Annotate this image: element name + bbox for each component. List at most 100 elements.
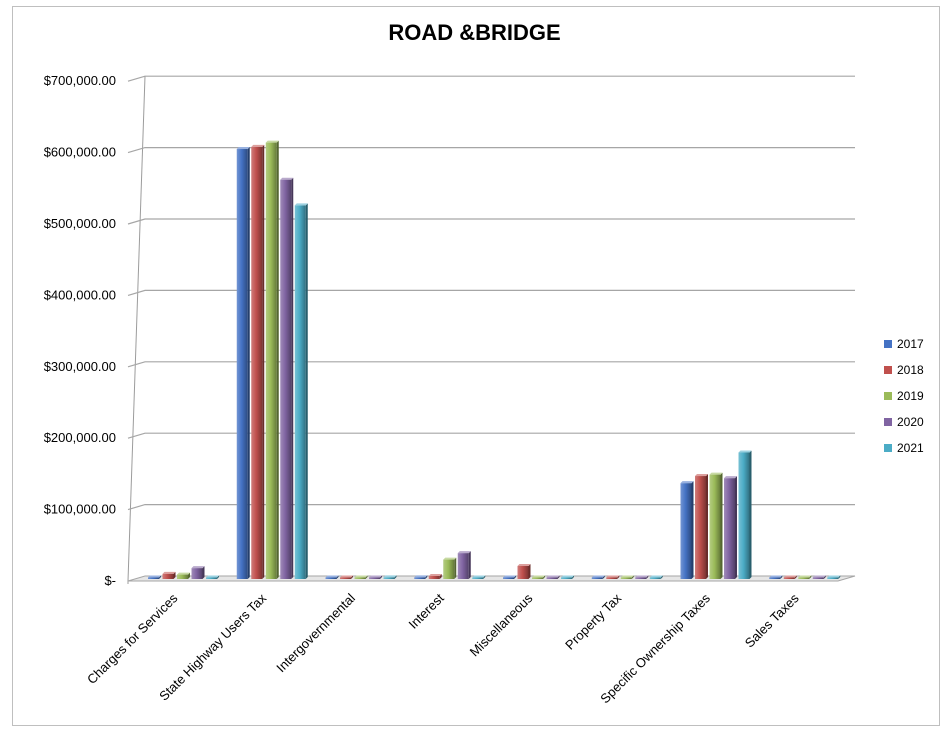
x-tick-label: Charges for Services [84, 590, 181, 687]
bar-top [635, 575, 649, 578]
legend-label: 2019 [897, 389, 924, 403]
bar-top [354, 575, 368, 578]
bar-side [838, 575, 841, 579]
bar-top [680, 481, 694, 484]
bar-2020-3 [457, 553, 469, 579]
chart-floor [127, 575, 856, 582]
x-tick-label: Miscellaneous [467, 590, 536, 659]
gridline [127, 432, 855, 439]
bar-side [188, 572, 190, 579]
chart-title: ROAD &BRIDGE [388, 20, 561, 45]
bar-2017-2 [325, 577, 337, 579]
legend-label: 2018 [897, 363, 924, 377]
bar-side [291, 177, 294, 579]
bar-top [517, 564, 531, 567]
bar-top [561, 575, 574, 578]
bar-side [365, 575, 368, 579]
bar-side [557, 575, 560, 579]
x-tick-label: Property Tax [562, 590, 624, 652]
bar-2018-2 [340, 577, 351, 579]
gridline [127, 218, 855, 225]
x-tick-label: Intergovernmental [273, 590, 358, 675]
bar-top [620, 575, 634, 578]
bar-side [572, 575, 574, 579]
bar-side [262, 144, 265, 579]
gridline [127, 75, 855, 82]
bar-2018-1 [251, 146, 263, 579]
bar-2019-6 [709, 474, 721, 579]
bar-top [177, 572, 190, 575]
bar-side [631, 575, 634, 579]
bar-2021-6 [738, 452, 750, 579]
bar-side [528, 564, 531, 579]
bar-top [148, 575, 161, 578]
bar-2021-5 [649, 577, 661, 579]
bar-side [305, 203, 308, 579]
bar-side [454, 557, 457, 579]
bar-2019-7 [798, 577, 810, 579]
bar-2021-2 [383, 577, 395, 579]
bar-2019-4 [532, 577, 543, 579]
bar-side [468, 551, 471, 579]
bar-2021-3 [472, 577, 484, 579]
y-tick-label: $100,000.00 [44, 502, 116, 517]
bar-2018-4 [517, 566, 529, 579]
bar-2021-4 [561, 577, 572, 579]
bar-top [812, 575, 826, 578]
bar-side [483, 575, 486, 579]
bar-top [649, 575, 663, 578]
y-tick-label: $600,000.00 [44, 145, 116, 160]
bar-side [351, 575, 353, 579]
bar-top [206, 575, 219, 578]
bar-top [472, 575, 486, 578]
bar-side [780, 575, 783, 579]
bar-top [738, 450, 752, 453]
bar-2020-5 [635, 577, 647, 579]
bar-top [294, 203, 308, 206]
bar-side [202, 566, 205, 579]
y-tick-label: $300,000.00 [44, 359, 116, 374]
bar-2021-0 [206, 577, 217, 579]
bar-2020-6 [724, 478, 735, 579]
bar-top [414, 575, 428, 578]
bar-top [340, 575, 353, 578]
bar-side [380, 575, 382, 579]
bar-top [709, 472, 723, 475]
legend-label: 2017 [897, 337, 924, 351]
bar-2018-6 [695, 476, 706, 579]
bar-top [265, 140, 279, 143]
gridline [127, 504, 855, 511]
bar-2020-0 [191, 568, 203, 579]
bar-2020-4 [546, 577, 558, 579]
bar-side [660, 575, 663, 579]
bar-top [503, 575, 516, 578]
bar-2019-0 [177, 574, 188, 579]
bar-top [443, 557, 457, 560]
bar-2019-2 [354, 577, 366, 579]
bar-top [591, 575, 605, 578]
bar-top [827, 575, 841, 578]
x-tick-label: Interest [405, 590, 447, 632]
y-tick-label: $500,000.00 [44, 216, 116, 231]
bar-top [695, 474, 708, 477]
bar-top [369, 575, 382, 578]
bar-2019-1 [265, 142, 277, 579]
legend-swatch [884, 340, 892, 348]
bar-side [749, 450, 752, 579]
bar-2019-5 [620, 577, 632, 579]
bar-2018-0 [162, 573, 174, 579]
bar-top [325, 575, 339, 578]
bar-2020-1 [280, 179, 292, 579]
y-tick-label: $400,000.00 [44, 287, 116, 302]
bar-side [247, 147, 250, 579]
bar-2017-5 [591, 577, 603, 579]
bar-2017-6 [680, 483, 692, 579]
bar-top [162, 571, 176, 574]
bar-side [720, 472, 723, 579]
bar-side [276, 140, 279, 579]
bar-2017-7 [769, 577, 781, 579]
legend-swatch [884, 444, 892, 452]
bar-top [724, 476, 737, 479]
bar-side [809, 575, 812, 579]
